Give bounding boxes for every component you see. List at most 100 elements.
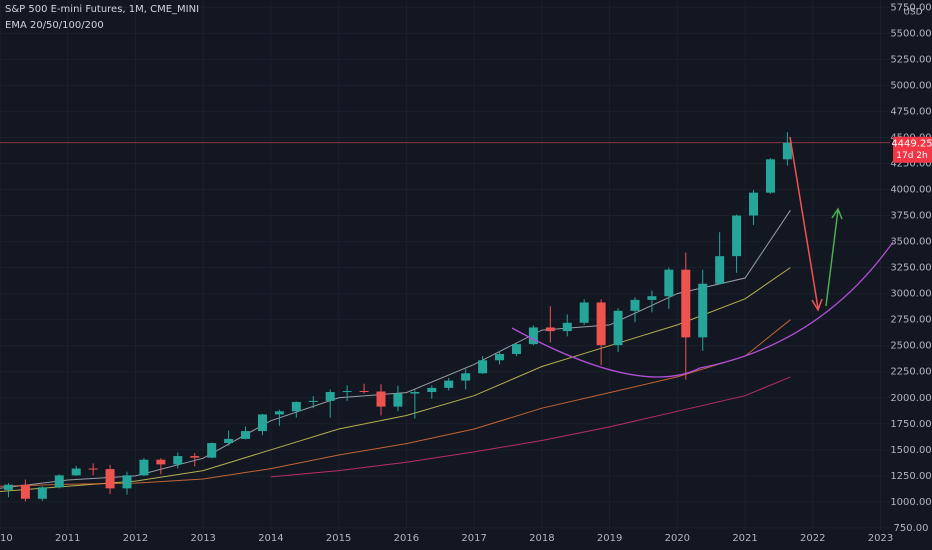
x-tick-label: 2017 bbox=[461, 533, 486, 544]
candle-body bbox=[241, 431, 251, 439]
candle-body bbox=[410, 392, 420, 394]
y-tick-label: 3500.00 bbox=[890, 237, 931, 248]
candle-body bbox=[54, 475, 64, 488]
candle-body bbox=[359, 390, 369, 392]
candle-body bbox=[715, 256, 725, 284]
price-tag-label: 4449.25 bbox=[891, 139, 932, 150]
candle-body bbox=[393, 393, 403, 407]
y-tick-label: 5250.00 bbox=[890, 54, 931, 65]
chart-title: S&P 500 E-mini Futures, 1M, CME_MINI bbox=[5, 4, 199, 15]
x-tick-label: 2021 bbox=[732, 533, 757, 544]
grid bbox=[0, 0, 890, 530]
x-tick-label: 2023 bbox=[868, 533, 893, 544]
candle-body bbox=[20, 484, 30, 499]
candle-body bbox=[37, 487, 47, 499]
y-tick-label: 2000.00 bbox=[890, 393, 931, 404]
candle-body bbox=[562, 322, 572, 332]
x-tick-label: 2018 bbox=[529, 533, 554, 544]
x-tick-label: 2011 bbox=[55, 533, 80, 544]
y-tick-label: 3000.00 bbox=[890, 289, 931, 300]
x-tick-label: 2012 bbox=[123, 533, 148, 544]
candle-body bbox=[698, 283, 708, 338]
down-arrow bbox=[789, 136, 819, 309]
y-tick-label: 2500.00 bbox=[890, 341, 931, 352]
candle-body bbox=[3, 484, 13, 490]
candle-body bbox=[325, 392, 335, 401]
candle-body bbox=[613, 310, 623, 346]
y-tick-label: 1000.00 bbox=[890, 497, 931, 508]
candle-body bbox=[444, 380, 454, 388]
x-tick-label: 2022 bbox=[800, 533, 825, 544]
x-tick-label: 2015 bbox=[326, 533, 351, 544]
candle-body bbox=[224, 438, 234, 444]
candle-body bbox=[139, 459, 149, 476]
y-tick-label: 750.00 bbox=[894, 523, 929, 534]
candle-body bbox=[427, 387, 437, 393]
ema-line bbox=[0, 267, 791, 492]
drawn-curve bbox=[511, 241, 894, 378]
y-tick-label: 5500.00 bbox=[890, 28, 931, 39]
ema-line bbox=[270, 376, 791, 478]
candle-body bbox=[173, 456, 183, 465]
candle-body bbox=[207, 443, 217, 458]
y-tick-label: 1500.00 bbox=[890, 445, 931, 456]
x-tick-label: 2010 bbox=[0, 533, 13, 544]
y-tick-label: 2750.00 bbox=[890, 315, 931, 326]
down-arrow-head bbox=[811, 298, 823, 312]
candle-body bbox=[291, 401, 301, 412]
y-tick-label: 1250.00 bbox=[890, 471, 931, 482]
candle-body bbox=[71, 468, 81, 476]
y-tick-label: 4000.00 bbox=[890, 185, 931, 196]
candle-body bbox=[681, 269, 691, 338]
price-tag bbox=[893, 136, 932, 163]
ema-line bbox=[0, 210, 791, 489]
y-tick-label: 1750.00 bbox=[890, 419, 931, 430]
candle-body bbox=[122, 475, 132, 489]
candle-body bbox=[732, 215, 742, 257]
candle-body bbox=[545, 327, 555, 332]
candle-body bbox=[88, 468, 98, 470]
candle-body bbox=[765, 159, 775, 193]
candle-body bbox=[749, 192, 759, 216]
candle-body bbox=[461, 373, 471, 381]
x-tick-label: 2014 bbox=[258, 533, 283, 544]
candle-body bbox=[528, 327, 538, 345]
candle-body bbox=[274, 411, 284, 415]
plot bbox=[0, 132, 890, 502]
up-arrow-head bbox=[831, 207, 843, 220]
up-arrow bbox=[825, 209, 839, 307]
currency: USD bbox=[903, 8, 922, 18]
candle-body bbox=[257, 414, 267, 432]
candle-body bbox=[647, 296, 657, 300]
y-tick-label: 5750.00 bbox=[890, 2, 931, 13]
countdown-label: 17d 2h bbox=[896, 151, 927, 161]
x-tick-label: 2016 bbox=[394, 533, 419, 544]
candle-body bbox=[308, 400, 318, 402]
candle-body bbox=[782, 142, 792, 160]
x-tick-label: 2013 bbox=[190, 533, 215, 544]
candle-body bbox=[478, 360, 488, 374]
indicator-label: EMA 20/50/100/200 bbox=[5, 20, 104, 31]
candle-body bbox=[664, 269, 674, 297]
candle-body bbox=[376, 391, 386, 407]
y-tick-label: 3750.00 bbox=[890, 211, 931, 222]
y-tick-label: 4750.00 bbox=[890, 106, 931, 117]
candle-body bbox=[156, 459, 166, 465]
candle-body bbox=[105, 469, 115, 489]
y-tick-label: 5000.00 bbox=[890, 80, 931, 91]
candle-body bbox=[495, 354, 505, 361]
y-tick-label: 4250.00 bbox=[890, 158, 931, 169]
y-tick-label: 3250.00 bbox=[890, 263, 931, 274]
candle-body bbox=[596, 302, 606, 346]
x-tick-label: 2019 bbox=[597, 533, 622, 544]
x-tick-label: 2020 bbox=[665, 533, 690, 544]
candle-body bbox=[511, 344, 521, 355]
y-tick-label: 2250.00 bbox=[890, 367, 931, 378]
candle-body bbox=[190, 456, 200, 458]
candle-body bbox=[342, 390, 352, 393]
ema-line bbox=[0, 319, 791, 487]
candle-body bbox=[579, 302, 589, 323]
